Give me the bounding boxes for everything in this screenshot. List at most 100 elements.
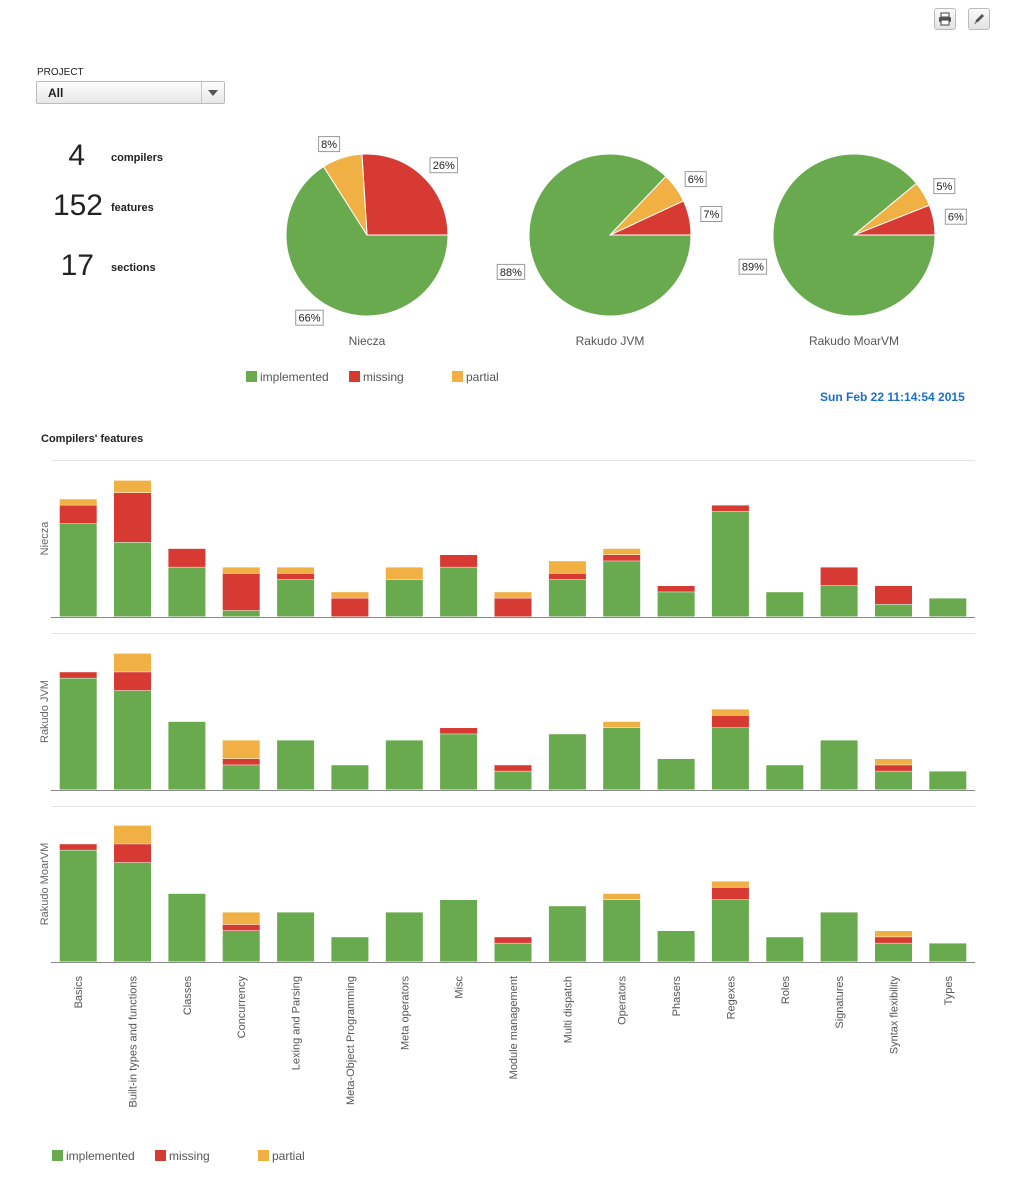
- bar-implemented[interactable]: [820, 912, 858, 962]
- bar-implemented[interactable]: [875, 771, 912, 790]
- bar-missing[interactable]: [222, 759, 260, 765]
- bar-missing[interactable]: [59, 672, 97, 678]
- bar-implemented[interactable]: [494, 943, 532, 962]
- bar-partial[interactable]: [331, 592, 369, 598]
- bar-implemented[interactable]: [440, 900, 478, 962]
- bar-missing[interactable]: [114, 493, 151, 543]
- bar-partial[interactable]: [711, 709, 749, 716]
- bar-missing[interactable]: [494, 598, 532, 617]
- bar-missing[interactable]: [494, 937, 532, 943]
- bar-partial[interactable]: [875, 759, 912, 765]
- bar-partial[interactable]: [603, 893, 641, 900]
- pie-slice-implemented[interactable]: [285, 165, 449, 317]
- bar-implemented[interactable]: [114, 862, 151, 962]
- pie-slice-partial[interactable]: [322, 153, 368, 236]
- bar-implemented[interactable]: [603, 561, 641, 617]
- bar-implemented[interactable]: [494, 771, 532, 790]
- bar-implemented[interactable]: [59, 524, 97, 617]
- bar-implemented[interactable]: [548, 734, 586, 790]
- bar-implemented[interactable]: [929, 598, 967, 617]
- bar-missing[interactable]: [657, 586, 695, 592]
- bar-implemented[interactable]: [875, 943, 912, 962]
- bar-missing[interactable]: [440, 728, 478, 734]
- bar-partial[interactable]: [222, 740, 260, 759]
- bar-implemented[interactable]: [657, 592, 695, 617]
- bar-implemented[interactable]: [440, 567, 478, 617]
- pie-slice-missing[interactable]: [361, 153, 449, 236]
- bar-missing[interactable]: [711, 715, 749, 728]
- bar-partial[interactable]: [114, 825, 151, 844]
- bar-implemented[interactable]: [277, 912, 315, 962]
- bar-missing[interactable]: [114, 672, 151, 691]
- bar-missing[interactable]: [331, 598, 369, 617]
- bar-implemented[interactable]: [929, 771, 967, 790]
- bar-missing[interactable]: [875, 586, 912, 605]
- bar-implemented[interactable]: [331, 937, 369, 962]
- bar-implemented[interactable]: [711, 511, 749, 617]
- bar-implemented[interactable]: [657, 759, 695, 790]
- bar-missing[interactable]: [222, 924, 260, 931]
- bar-missing[interactable]: [603, 555, 641, 561]
- bar-partial[interactable]: [222, 912, 260, 925]
- bar-implemented[interactable]: [59, 850, 97, 962]
- bar-implemented[interactable]: [766, 937, 804, 962]
- project-select[interactable]: All: [36, 81, 225, 104]
- bar-missing[interactable]: [711, 887, 749, 900]
- bar-missing[interactable]: [548, 573, 586, 580]
- bar-missing[interactable]: [59, 505, 97, 524]
- bar-implemented[interactable]: [603, 728, 641, 790]
- bar-implemented[interactable]: [168, 721, 206, 790]
- bar-implemented[interactable]: [440, 734, 478, 790]
- bar-missing[interactable]: [59, 844, 97, 850]
- bar-implemented[interactable]: [820, 740, 858, 790]
- bar-partial[interactable]: [59, 499, 97, 505]
- bar-implemented[interactable]: [657, 931, 695, 962]
- bar-implemented[interactable]: [548, 579, 586, 617]
- bar-missing[interactable]: [168, 548, 206, 567]
- bar-implemented[interactable]: [331, 765, 369, 790]
- pie-slice-partial[interactable]: [853, 182, 930, 236]
- bar-implemented[interactable]: [766, 765, 804, 790]
- bar-implemented[interactable]: [929, 943, 967, 962]
- bar-missing[interactable]: [711, 505, 749, 512]
- bar-implemented[interactable]: [222, 931, 260, 962]
- bar-partial[interactable]: [711, 881, 749, 888]
- bar-partial[interactable]: [385, 567, 423, 580]
- bar-implemented[interactable]: [114, 542, 151, 617]
- bar-partial[interactable]: [277, 567, 315, 574]
- bar-implemented[interactable]: [603, 900, 641, 962]
- bar-missing[interactable]: [875, 765, 912, 771]
- bar-partial[interactable]: [114, 480, 151, 493]
- bar-implemented[interactable]: [114, 690, 151, 790]
- print-button[interactable]: [934, 8, 956, 30]
- bar-implemented[interactable]: [548, 906, 586, 962]
- bar-partial[interactable]: [875, 931, 912, 937]
- bar-partial[interactable]: [548, 561, 586, 574]
- bar-implemented[interactable]: [875, 604, 912, 617]
- bar-implemented[interactable]: [277, 579, 315, 617]
- bar-implemented[interactable]: [385, 740, 423, 790]
- bar-implemented[interactable]: [168, 567, 206, 617]
- bar-missing[interactable]: [222, 573, 260, 611]
- bar-missing[interactable]: [114, 844, 151, 863]
- bar-implemented[interactable]: [222, 610, 260, 617]
- bar-implemented[interactable]: [168, 893, 206, 962]
- bar-partial[interactable]: [603, 548, 641, 555]
- bar-missing[interactable]: [820, 567, 858, 586]
- bar-partial[interactable]: [222, 567, 260, 574]
- bar-implemented[interactable]: [711, 728, 749, 790]
- bar-implemented[interactable]: [766, 592, 804, 617]
- bar-missing[interactable]: [277, 573, 315, 580]
- bar-implemented[interactable]: [277, 740, 315, 790]
- pie-slice-partial[interactable]: [609, 175, 685, 236]
- bar-implemented[interactable]: [222, 765, 260, 790]
- bar-missing[interactable]: [875, 937, 912, 943]
- edit-button[interactable]: [968, 8, 990, 30]
- bar-implemented[interactable]: [59, 678, 97, 790]
- bar-implemented[interactable]: [711, 900, 749, 962]
- bar-missing[interactable]: [440, 555, 478, 567]
- bar-partial[interactable]: [603, 721, 641, 728]
- bar-missing[interactable]: [494, 765, 532, 771]
- bar-partial[interactable]: [114, 653, 151, 672]
- bar-implemented[interactable]: [385, 912, 423, 962]
